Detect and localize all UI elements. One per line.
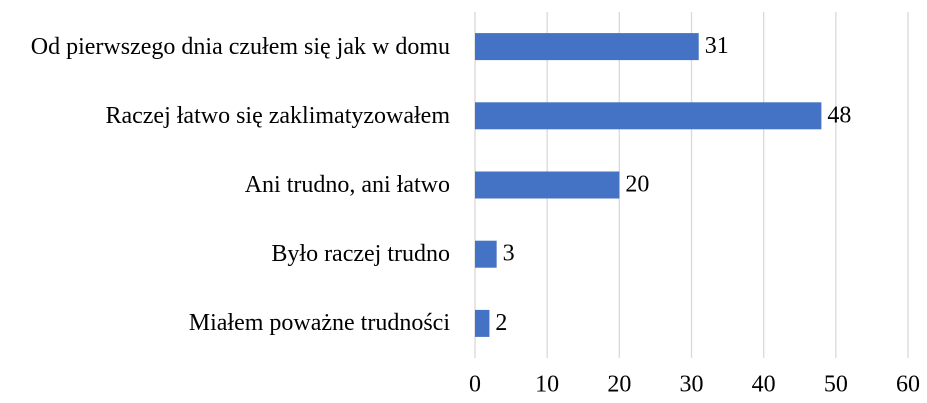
y-tick-label: Ani trudno, ani łatwo bbox=[244, 172, 450, 198]
data-label: 20 bbox=[625, 172, 649, 198]
bar bbox=[475, 240, 497, 268]
x-tick-label: 30 bbox=[680, 372, 704, 398]
data-label: 3 bbox=[503, 241, 515, 267]
y-tick-label: Raczej łatwo się zaklimatyzowałem bbox=[105, 102, 450, 129]
x-tick-label: 60 bbox=[896, 372, 920, 398]
y-tick-label: Miałem poważne trudności bbox=[188, 310, 450, 337]
data-label: 31 bbox=[705, 33, 729, 59]
data-label: 2 bbox=[495, 310, 507, 336]
data-label: 48 bbox=[827, 102, 851, 128]
x-tick-label: 50 bbox=[824, 372, 848, 398]
bar bbox=[475, 33, 699, 61]
x-tick-label: 40 bbox=[752, 372, 776, 398]
bar bbox=[475, 102, 822, 130]
y-tick-label: Było raczej trudno bbox=[271, 241, 450, 268]
x-tick-label: 20 bbox=[607, 372, 631, 398]
x-tick-label: 10 bbox=[535, 372, 559, 398]
x-tick-label: 0 bbox=[469, 372, 481, 398]
bar bbox=[475, 309, 490, 337]
y-tick-label: Od pierwszego dnia czułem się jak w domu bbox=[30, 33, 450, 60]
bar bbox=[475, 171, 620, 199]
